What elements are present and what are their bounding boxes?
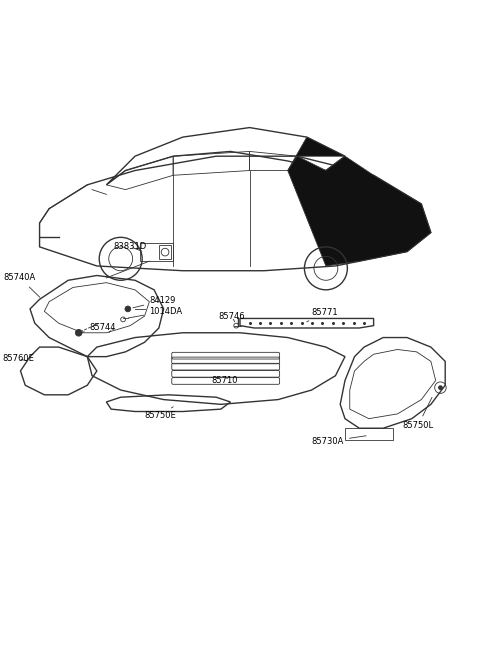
Text: 85746: 85746 <box>218 312 245 322</box>
Circle shape <box>75 329 82 336</box>
Text: 85750L: 85750L <box>402 398 433 430</box>
Text: 85710: 85710 <box>211 376 238 385</box>
Text: 84129: 84129 <box>133 297 176 308</box>
Circle shape <box>125 306 131 312</box>
Text: 85771: 85771 <box>307 308 338 322</box>
Text: 85750E: 85750E <box>144 407 176 420</box>
Text: 1014DA: 1014DA <box>128 307 182 318</box>
Text: 85744: 85744 <box>82 323 116 333</box>
Polygon shape <box>288 137 431 266</box>
Text: 85730A: 85730A <box>312 436 366 446</box>
Text: 85760E: 85760E <box>2 354 34 363</box>
Circle shape <box>438 385 443 390</box>
Text: 83831D: 83831D <box>114 242 147 251</box>
Text: 85740A: 85740A <box>4 274 40 297</box>
